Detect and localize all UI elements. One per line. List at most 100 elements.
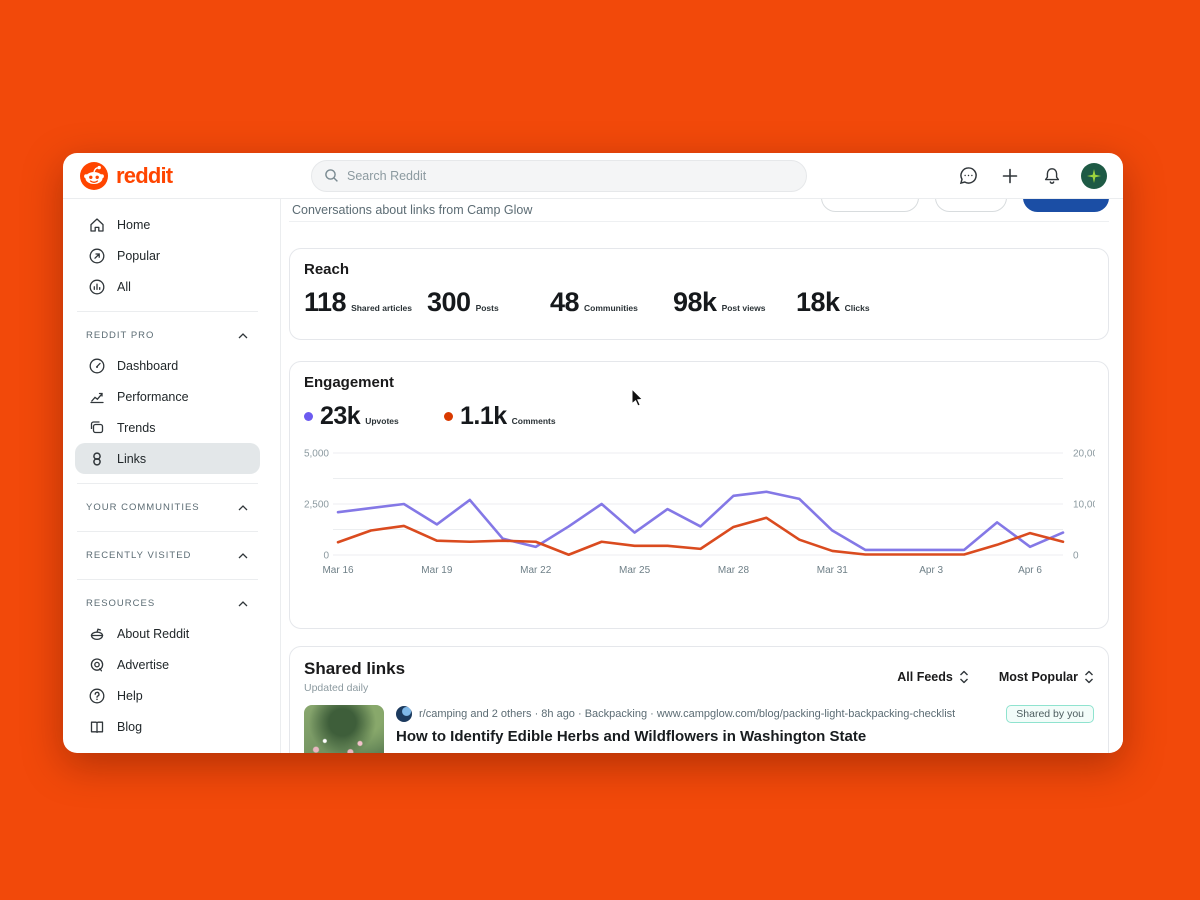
trends-icon	[88, 419, 106, 437]
section-title: YOUR COMMUNITIES	[86, 502, 200, 513]
stat-value: 118	[304, 287, 347, 317]
avatar[interactable]	[1081, 162, 1107, 189]
chevron-up-icon	[238, 504, 248, 511]
svg-text:Apr 3: Apr 3	[919, 565, 943, 576]
shared-links-filters: All Feeds Most Popular	[897, 670, 1094, 684]
engagement-chart: 5,000 2,500 0 20,000 10,000 0 Mar 16 Mar 19 Mar …	[304, 449, 1095, 577]
all-feeds-dropdown[interactable]: All Feeds	[897, 670, 969, 684]
reddit-pro-window: reddit	[63, 153, 1123, 753]
sidebar-item-help[interactable]: Help	[75, 680, 260, 711]
dashboard-icon	[88, 357, 106, 375]
reach-title: Reach	[304, 261, 350, 278]
sidebar-item-label: Advertise	[117, 657, 170, 672]
section-title: RECENTLY VISITED	[86, 550, 192, 561]
shared-by-you-badge: Shared by you	[1006, 705, 1094, 723]
stat-value: 48	[550, 287, 580, 317]
sidebar-item-advertise[interactable]: Advertise	[75, 649, 260, 680]
stat-clicks: 18k Clicks	[796, 287, 919, 318]
stat-shared-articles: 118 Shared articles	[304, 287, 427, 318]
legend-label: Upvotes	[365, 416, 399, 426]
create-post-plus-icon[interactable]	[997, 163, 1023, 189]
chat-icon[interactable]	[955, 163, 981, 189]
sidebar-item-label: Performance	[117, 389, 189, 404]
stat-posts: 300 Posts	[427, 287, 550, 318]
search-icon	[324, 168, 339, 183]
svg-text:Mar 28: Mar 28	[718, 565, 750, 576]
sidebar-section-resources[interactable]: RESOURCES	[75, 589, 260, 618]
sort-chevrons-icon	[1084, 670, 1094, 684]
cutoff-button-2[interactable]	[935, 199, 1007, 212]
stat-label: Clicks	[844, 303, 870, 313]
shared-links-card: Shared links Updated daily All Feeds	[289, 646, 1109, 753]
legend-value: 23k	[320, 402, 361, 430]
stat-value: 300	[427, 287, 471, 317]
stat-post-views: 98k Post views	[673, 287, 796, 318]
sidebar-item-trends[interactable]: Trends	[75, 412, 260, 443]
stat-value: 18k	[796, 287, 840, 317]
performance-icon	[88, 388, 106, 406]
post-body: r/camping and 2 others · 8h ago · Backpa…	[396, 705, 1094, 753]
sidebar-divider	[77, 579, 258, 580]
cutoff-primary-button[interactable]	[1023, 199, 1109, 212]
sidebar-item-links[interactable]: Links	[75, 443, 260, 474]
notifications-bell-icon[interactable]	[1039, 163, 1065, 189]
legend-label: Comments	[511, 416, 556, 426]
reddit-logo[interactable]: reddit	[79, 161, 281, 191]
sidebar-item-performance[interactable]: Performance	[75, 381, 260, 412]
section-title: RESOURCES	[86, 598, 156, 609]
sort-chevrons-icon	[959, 670, 969, 684]
svg-text:2,500: 2,500	[304, 500, 329, 511]
book-icon	[88, 718, 106, 736]
sidebar-item-popular[interactable]: Popular	[75, 240, 260, 271]
engagement-card: Engagement 23k Upvotes 1.1k Comments	[289, 361, 1109, 629]
comments-dot	[444, 412, 453, 421]
stat-label: Communities	[584, 303, 638, 313]
sidebar-item-label: Blog	[117, 719, 143, 734]
shared-link-row[interactable]: r/camping and 2 others · 8h ago · Backpa…	[304, 705, 1094, 753]
sidebar-item-about-reddit[interactable]: About Reddit	[75, 618, 260, 649]
sidebar-item-label: All	[117, 279, 131, 294]
sidebar-item-home[interactable]: Home	[75, 209, 260, 240]
sidebar-section-your-communities[interactable]: YOUR COMMUNITIES	[75, 493, 260, 522]
post-thumbnail[interactable]	[304, 705, 384, 753]
search-bar[interactable]	[311, 159, 807, 192]
sidebar-item-all[interactable]: All	[75, 271, 260, 302]
sidebar-section-reddit-pro[interactable]: REDDIT PRO	[75, 321, 260, 350]
sidebar-section-recently-visited[interactable]: RECENTLY VISITED	[75, 541, 260, 570]
chart-area: 5,000 2,500 0 20,000 10,000 0 Mar 16 Mar 19 Mar …	[304, 445, 1095, 585]
community-avatar[interactable]	[396, 706, 412, 722]
stat-label: Post views	[721, 303, 766, 313]
sidebar-item-dashboard[interactable]: Dashboard	[75, 350, 260, 381]
sidebar-item-label: About Reddit	[117, 626, 190, 641]
stat-communities: 48 Communities	[550, 287, 673, 318]
chevron-up-icon	[238, 332, 248, 339]
sidebar-divider	[77, 531, 258, 532]
sidebar-item-label: Trends	[117, 420, 156, 435]
reach-card: Reach 118 Shared articles 300 Posts 48 C	[289, 248, 1109, 340]
post-meta: r/camping and 2 others · 8h ago · Backpa…	[419, 708, 956, 720]
sidebar-item-label: Help	[117, 688, 143, 703]
legend-upvotes: 23k Upvotes	[304, 402, 444, 431]
snoo-logo-icon	[79, 161, 109, 191]
cutoff-button-1[interactable]	[821, 199, 919, 212]
search-input[interactable]	[347, 168, 794, 183]
upvotes-dot	[304, 412, 313, 421]
reach-stats: 118 Shared articles 300 Posts 48 Communi…	[304, 287, 1094, 318]
svg-text:Mar 22: Mar 22	[520, 565, 552, 576]
sidebar-divider	[77, 311, 258, 312]
post-title[interactable]: How to Identify Edible Herbs and Wildflo…	[396, 728, 867, 745]
svg-text:Mar 31: Mar 31	[817, 565, 849, 576]
reddit-wordmark: reddit	[116, 162, 173, 188]
svg-text:Apr 6: Apr 6	[1018, 565, 1042, 576]
shared-links-title: Shared links	[304, 659, 406, 678]
svg-text:5,000: 5,000	[304, 449, 329, 460]
engagement-title: Engagement	[304, 374, 395, 391]
sidebar-item-blog[interactable]: Blog	[75, 711, 260, 742]
dropdown-label: All Feeds	[897, 669, 953, 684]
svg-text:10,000: 10,000	[1073, 500, 1095, 511]
most-popular-dropdown[interactable]: Most Popular	[999, 670, 1094, 684]
topbar-icons	[955, 162, 1107, 189]
chevron-up-icon	[238, 600, 248, 607]
topbar: reddit	[63, 153, 1123, 199]
